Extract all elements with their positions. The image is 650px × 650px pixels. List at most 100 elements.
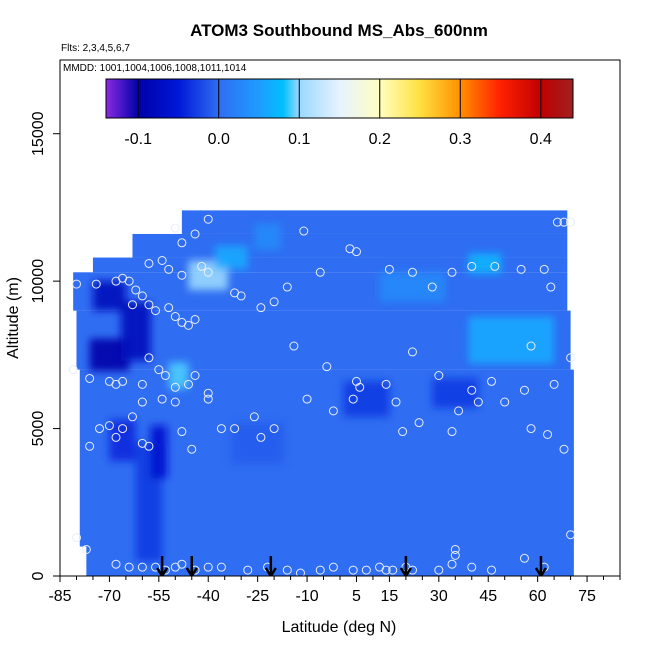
sample-point bbox=[361, 565, 371, 575]
sample-point bbox=[131, 285, 141, 295]
sample-point bbox=[282, 282, 292, 292]
y-tick-label: 15000 bbox=[30, 111, 47, 156]
anomaly-patch bbox=[432, 378, 479, 408]
sample-point bbox=[516, 264, 526, 274]
sample-point bbox=[71, 279, 81, 289]
sample-point bbox=[543, 429, 553, 439]
sample-point bbox=[295, 568, 305, 576]
sample-point bbox=[85, 441, 95, 451]
x-tick-label: -55 bbox=[147, 588, 170, 605]
colorbar-ticks: -0.1 0.0 0.1 0.2 0.3 0.4 bbox=[124, 79, 552, 148]
sample-point bbox=[190, 229, 200, 239]
sample-point bbox=[427, 282, 437, 292]
flight-arrow-head bbox=[399, 567, 412, 576]
anomaly-patch bbox=[168, 362, 189, 389]
x-tick-label: 45 bbox=[479, 588, 497, 605]
sample-point bbox=[414, 418, 424, 428]
sample-point bbox=[398, 427, 408, 437]
sample-point bbox=[177, 427, 187, 437]
flight-arrow-head bbox=[534, 567, 548, 576]
sample-point bbox=[216, 562, 226, 572]
sample-point bbox=[177, 238, 187, 248]
sample-point bbox=[467, 385, 477, 395]
sample-point bbox=[454, 406, 464, 416]
sample-point bbox=[450, 544, 460, 554]
sample-point bbox=[170, 382, 180, 392]
anomaly-patch bbox=[379, 272, 446, 302]
sample-point bbox=[450, 550, 460, 560]
x-tick-label: 30 bbox=[430, 588, 448, 605]
sample-point bbox=[299, 226, 309, 236]
sample-point bbox=[249, 412, 259, 422]
sample-point bbox=[381, 379, 391, 389]
anomaly-layer bbox=[89, 223, 555, 562]
sample-point bbox=[104, 421, 114, 431]
sample-point bbox=[328, 406, 338, 416]
sample-point bbox=[137, 291, 147, 301]
sample-point bbox=[170, 223, 180, 233]
sample-point bbox=[487, 376, 497, 386]
sample-point bbox=[118, 424, 128, 434]
flight-arrow bbox=[399, 556, 412, 576]
anomaly-patch bbox=[231, 422, 284, 464]
sample-point bbox=[348, 565, 358, 575]
anomaly-patch bbox=[120, 301, 151, 361]
x-tick-label: 15 bbox=[381, 588, 399, 605]
colorbar-tick-label: 0.4 bbox=[530, 131, 552, 148]
flight-arrow bbox=[185, 556, 198, 576]
sample-point bbox=[127, 412, 137, 422]
sample-point bbox=[118, 376, 128, 386]
sample-point bbox=[559, 217, 569, 227]
sample-point bbox=[328, 562, 338, 572]
x-tick-label: 5 bbox=[352, 588, 361, 605]
x-tick-label: 75 bbox=[578, 588, 596, 605]
sample-point bbox=[407, 267, 417, 277]
sample-point bbox=[351, 247, 361, 257]
sample-point bbox=[144, 353, 154, 363]
sample-point bbox=[381, 565, 391, 575]
sample-point bbox=[124, 562, 134, 572]
sample-point bbox=[137, 562, 147, 572]
x-tick-label: -25 bbox=[246, 588, 269, 605]
sample-point bbox=[519, 553, 529, 563]
sample-point bbox=[467, 261, 477, 271]
anomaly-patch bbox=[343, 381, 390, 417]
sample-point bbox=[526, 341, 536, 351]
dates-subtitle: MMDD: 1001,1004,1006,1008,1011,1014 bbox=[63, 63, 247, 74]
sample-point bbox=[236, 291, 246, 301]
sample-point bbox=[151, 562, 161, 572]
sample-point bbox=[157, 256, 167, 266]
sample-point bbox=[151, 306, 161, 316]
sample-point bbox=[183, 379, 193, 389]
x-axis-label: Latitude (deg N) bbox=[282, 619, 397, 636]
sample-point bbox=[447, 267, 457, 277]
sample-point bbox=[91, 279, 101, 289]
sample-point bbox=[315, 267, 325, 277]
sample-point bbox=[282, 565, 292, 575]
x-tick-label: -40 bbox=[197, 588, 220, 605]
plot-area bbox=[68, 210, 576, 576]
sample-point bbox=[170, 397, 180, 407]
coverage-band bbox=[73, 272, 568, 311]
sample-point bbox=[384, 264, 394, 274]
sample-point bbox=[447, 559, 457, 569]
sample-point bbox=[177, 270, 187, 280]
sample-point bbox=[434, 370, 444, 380]
sample-point bbox=[566, 530, 576, 540]
colorbar-tick-label: 0.0 bbox=[208, 131, 230, 148]
x-tick-label: -85 bbox=[48, 588, 71, 605]
colorbar-tick-label: 0.2 bbox=[369, 131, 391, 148]
colorbar-gradient bbox=[105, 78, 574, 119]
flight-arrow-head bbox=[156, 567, 169, 576]
sample-point bbox=[203, 562, 213, 572]
sample-point bbox=[243, 565, 253, 575]
sample-point bbox=[68, 365, 78, 375]
anomaly-patch bbox=[109, 419, 136, 462]
sample-point bbox=[203, 394, 213, 404]
sample-point bbox=[203, 267, 213, 277]
sample-point bbox=[269, 424, 279, 434]
sample-point bbox=[137, 397, 147, 407]
sample-point bbox=[388, 565, 398, 575]
sample-point bbox=[164, 264, 174, 274]
sample-point bbox=[407, 347, 417, 357]
